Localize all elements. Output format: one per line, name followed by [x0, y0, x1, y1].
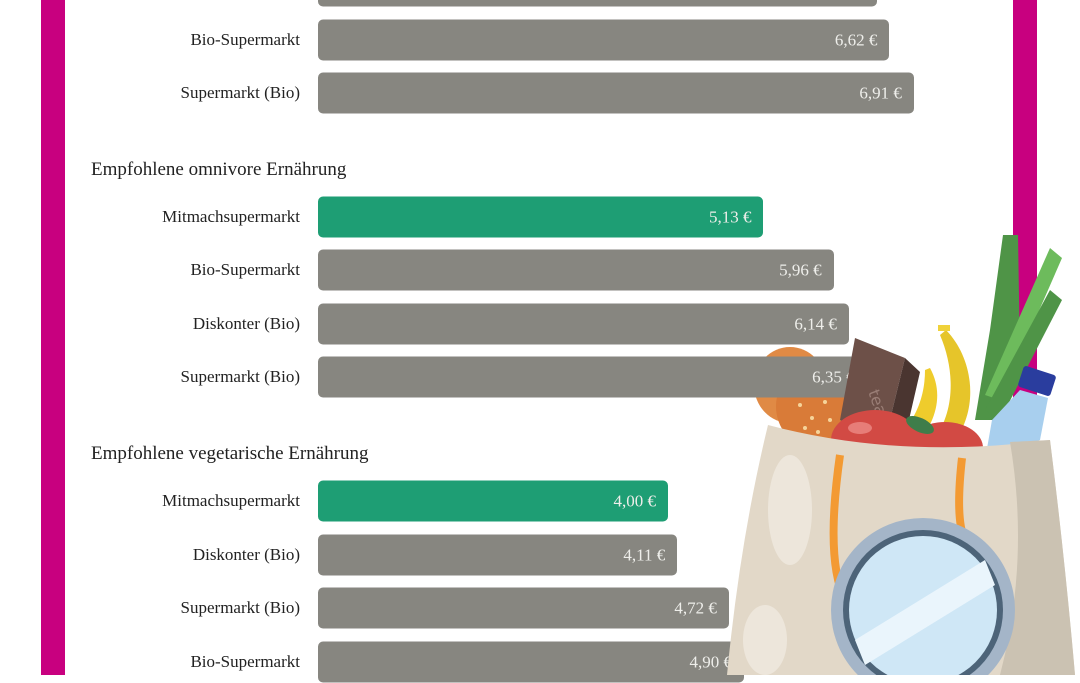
bar: 4,11 € — [318, 534, 678, 576]
bar-label: Mitmachsupermarkt — [162, 207, 300, 226]
bar: 4,90 € — [318, 641, 745, 683]
bar-value-label: 6,62 € — [834, 30, 878, 49]
bar: 6,62 € — [318, 19, 890, 61]
bar-value-label: 5,96 € — [779, 260, 822, 279]
bar-label: Bio-Supermarkt — [190, 260, 300, 279]
bar-value-label: 6,91 € — [859, 83, 902, 102]
bar-highlight: 5,13 € — [318, 196, 764, 238]
bar: 6,35 € — [318, 356, 867, 398]
group-title: Empfohlene vegetarische Ernährung — [91, 443, 369, 464]
group-title: Empfohlene omnivore Ernährung — [91, 159, 347, 180]
bar: 5,96 € — [318, 249, 834, 291]
bar-value-label: 6,14 € — [794, 314, 837, 333]
bar-label: Supermarkt (Bio) — [180, 598, 300, 617]
bar: 6,14 € — [318, 303, 849, 345]
bar-label: Mitmachsupermarkt — [162, 491, 300, 510]
bar-value-label: 5,13 € — [708, 207, 752, 226]
bar-value-label: 4,72 € — [674, 598, 717, 617]
bar-label: Bio-Supermarkt — [190, 652, 300, 671]
bar — [318, 0, 877, 7]
bar-label: Diskonter (Bio) — [192, 545, 300, 564]
bar-value-label: 4,90 € — [689, 652, 733, 671]
bar-highlight: 4,00 € — [318, 480, 668, 522]
bar-label: Supermarkt (Bio) — [180, 83, 300, 102]
bar-label: Bio-Supermarkt — [190, 30, 300, 49]
bar: 6,91 € — [318, 72, 914, 114]
bar-value-label: 6,35 € — [812, 367, 855, 386]
bar-label: Diskonter (Bio) — [192, 314, 300, 333]
bar-value-label: 4,11 € — [623, 545, 666, 564]
bar: 4,72 € — [318, 587, 729, 629]
bar-value-label: 4,00 € — [613, 491, 657, 510]
left-accent-border — [41, 0, 65, 675]
bar-label: Supermarkt (Bio) — [180, 367, 300, 386]
